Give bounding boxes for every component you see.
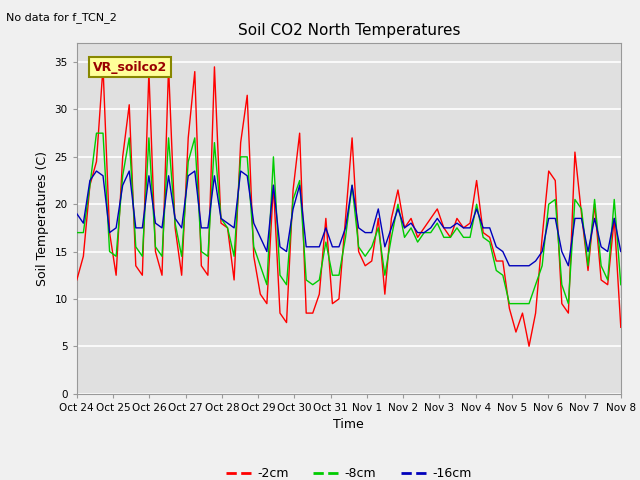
Text: No data for f_TCN_2: No data for f_TCN_2 (6, 12, 117, 23)
Title: Soil CO2 North Temperatures: Soil CO2 North Temperatures (237, 23, 460, 38)
Legend: -2cm, -8cm, -16cm: -2cm, -8cm, -16cm (221, 462, 477, 480)
X-axis label: Time: Time (333, 418, 364, 431)
Text: VR_soilco2: VR_soilco2 (93, 61, 168, 74)
Y-axis label: Soil Temperatures (C): Soil Temperatures (C) (36, 151, 49, 286)
